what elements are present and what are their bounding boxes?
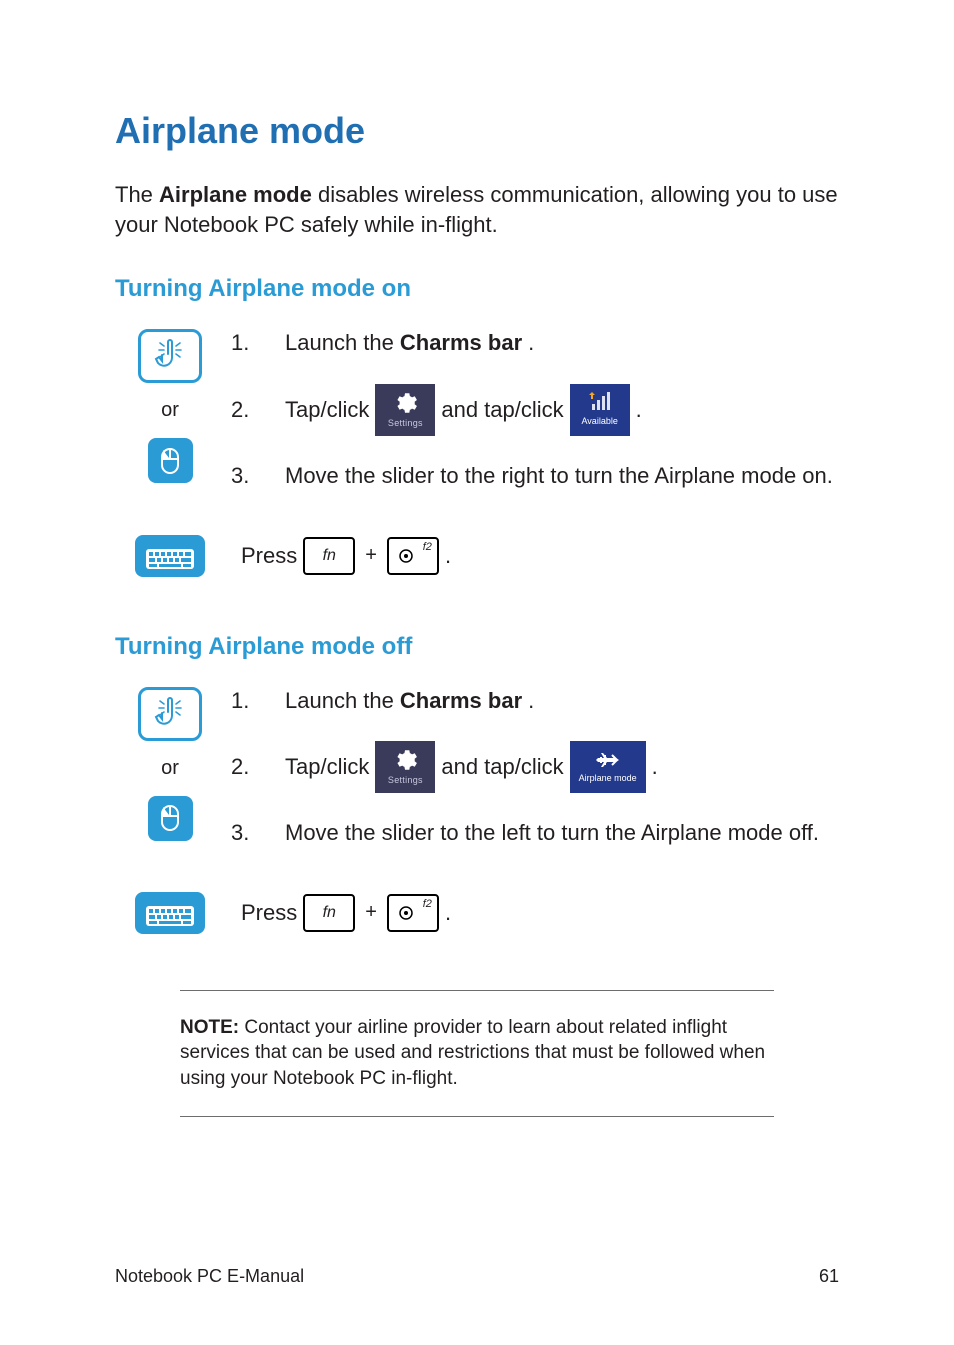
settings-label: Settings (388, 418, 423, 430)
step3-text: Move the slider to the right to turn the… (285, 462, 833, 491)
input-method-icons-off: or (115, 687, 225, 841)
step-num-2: 2. (231, 753, 251, 782)
plus-icon: + (365, 544, 377, 567)
page-number: 61 (819, 1266, 839, 1287)
step2-b: and tap/click (441, 753, 563, 782)
keyboard-icon (135, 535, 205, 577)
touch-icon (138, 687, 202, 741)
intro-paragraph: The Airplane mode disables wireless comm… (115, 180, 839, 239)
airplane-mode-tile-icon: Airplane mode (570, 741, 646, 793)
note-box: NOTE: Contact your airline provider to l… (180, 990, 774, 1117)
section-airplane-off: Turning Airplane mode off or 1. Launch t… (115, 633, 839, 934)
heading-on: Turning Airplane mode on (115, 275, 839, 303)
input-method-icons-on: or (115, 329, 225, 483)
step1-post: . (528, 329, 534, 358)
available-label: Available (581, 416, 617, 428)
note-body: Contact your airline provider to learn a… (180, 1017, 765, 1089)
step1-bold: Charms bar (400, 687, 522, 716)
mouse-icon (148, 796, 193, 841)
step1-post: . (528, 687, 534, 716)
keyboard-icon (135, 892, 205, 934)
fn-key-icon: fn (303, 537, 355, 575)
step1-bold: Charms bar (400, 329, 522, 358)
page-title: Airplane mode (115, 110, 839, 152)
step3-text: Move the slider to the left to turn the … (285, 819, 819, 848)
or-label: or (161, 399, 179, 422)
heading-off: Turning Airplane mode off (115, 633, 839, 661)
section-airplane-on: Turning Airplane mode on or 1. Launch th… (115, 275, 839, 576)
intro-pre: The (115, 182, 159, 207)
keyboard-shortcut-on: Press fn + f2 . (115, 535, 839, 577)
period: . (445, 543, 451, 569)
settings-label: Settings (388, 775, 423, 787)
period: . (445, 900, 451, 926)
step-num-3: 3. (231, 462, 251, 491)
step-num-1: 1. (231, 329, 251, 358)
step2-a: Tap/click (285, 396, 369, 425)
press-label: Press (241, 900, 297, 926)
mouse-icon (148, 438, 193, 483)
step-num-2: 2. (231, 396, 251, 425)
plus-icon: + (365, 901, 377, 924)
step-num-1: 1. (231, 687, 251, 716)
step2-end: . (636, 396, 642, 425)
airplane-label: Airplane mode (579, 773, 637, 785)
settings-charm-icon: Settings (375, 741, 435, 793)
or-label: or (161, 757, 179, 780)
fn-key-icon: fn (303, 894, 355, 932)
f2-label: f2 (423, 898, 432, 910)
step1-pre: Launch the (285, 329, 394, 358)
page-footer: Notebook PC E-Manual 61 (115, 1266, 839, 1287)
step2-end: . (652, 753, 658, 782)
f2-label: f2 (423, 541, 432, 553)
touch-icon (138, 329, 202, 383)
keyboard-shortcut-off: Press fn + f2 . (115, 892, 839, 934)
footer-title: Notebook PC E-Manual (115, 1266, 304, 1287)
intro-bold: Airplane mode (159, 182, 312, 207)
note-bold: NOTE: (180, 1017, 239, 1038)
settings-charm-icon: Settings (375, 384, 435, 436)
f2-key-icon: f2 (387, 537, 439, 575)
step2-a: Tap/click (285, 753, 369, 782)
available-tile-icon: Available (570, 384, 630, 436)
step-num-3: 3. (231, 819, 251, 848)
f2-key-icon: f2 (387, 894, 439, 932)
step2-b: and tap/click (441, 396, 563, 425)
step1-pre: Launch the (285, 687, 394, 716)
press-label: Press (241, 543, 297, 569)
